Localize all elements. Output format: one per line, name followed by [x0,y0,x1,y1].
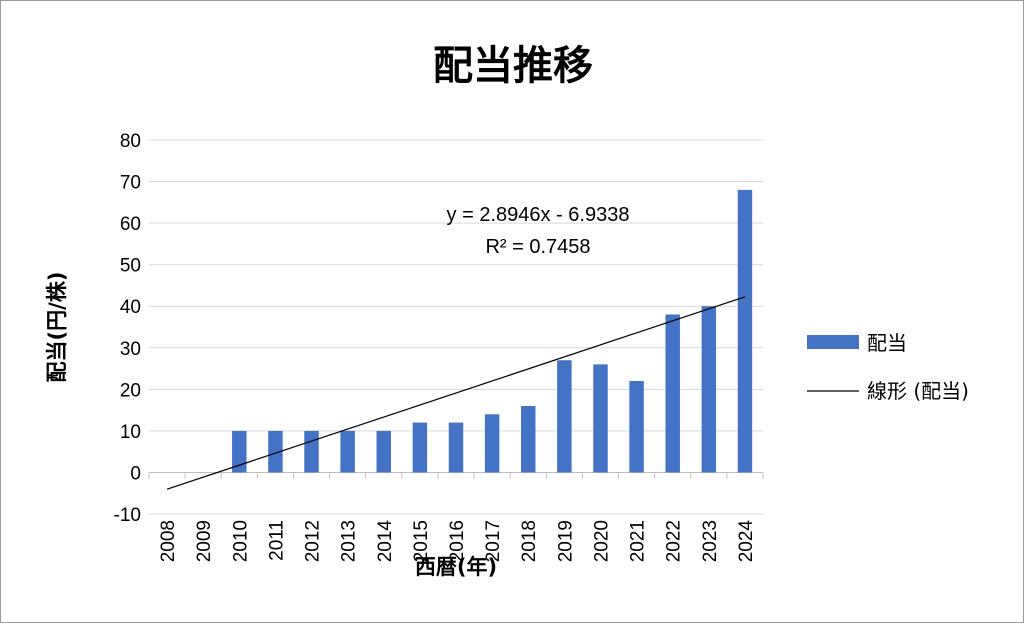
y-axis-title: 配当(円/株) [45,272,69,383]
y-tick-label: 40 [120,297,141,318]
legend-swatch-bar [807,335,859,349]
bar-2015 [412,422,428,473]
bar-2018 [521,405,536,473]
x-tick-label: 2009 [194,520,215,562]
x-tick-label: 2022 [664,520,685,562]
x-tick-label: 2020 [591,520,612,562]
bar-2010 [232,430,247,473]
y-axis-ticks: -10 0 10 20 30 40 50 60 70 80 [114,131,141,526]
bar-2013 [340,430,355,473]
x-tick-label: 2012 [303,520,324,562]
x-tick-label: 2021 [628,520,649,562]
bar-2016 [448,422,464,473]
x-tick-label: 2019 [555,520,576,562]
x-tick-label: 2016 [447,520,468,562]
y-tick-label: 30 [120,339,141,360]
y-tick-label: 60 [120,214,141,235]
y-tick-label: -10 [114,505,141,526]
gridlines [148,139,764,515]
bar-2020 [593,364,608,473]
trendline-equation: y = 2.8946x - 6.9338 [447,204,630,226]
y-tick-label: 0 [130,463,141,484]
trendline-r-squared: R² = 0.7458 [485,236,590,258]
x-tick-label: 2011 [266,520,287,561]
x-tick-label: 2017 [483,520,504,562]
legend-label-trendline: 線形 (配当) [867,379,969,403]
bar-2024 [737,189,753,473]
bar-2022 [665,314,680,473]
chart-title: 配当推移 [433,43,593,89]
y-tick-label: 10 [120,422,141,443]
bar-2021 [629,381,644,473]
x-axis-ticks: 2008 2009 2010 2011 2012 2013 2014 2015 2016 2017… [158,520,757,563]
bar-2012 [304,430,319,473]
bar-2023 [701,306,717,473]
x-axis-title: 西暦(年) [415,555,497,579]
x-tick-label: 2018 [519,520,540,562]
bar-2019 [557,360,572,473]
y-tick-label: 20 [120,380,141,401]
bars [232,189,753,473]
y-tick-label: 80 [120,131,141,152]
y-tick-label: 70 [120,173,141,194]
x-tick-label: 2015 [411,520,432,562]
trendline-group [166,296,746,490]
x-tick-label: 2013 [339,520,360,562]
bar-2011 [268,430,283,473]
x-tick-label: 2010 [230,520,251,562]
bar-2014 [376,430,391,473]
y-tick-label: 50 [120,256,141,277]
bar-2017 [484,414,500,473]
legend-label-bar: 配当 [867,331,907,355]
x-tick-label: 2008 [158,520,179,562]
legend: 配当 線形 (配当) [807,331,969,403]
x-tick-label: 2024 [736,520,757,563]
x-tick-label: 2023 [700,520,721,562]
x-tick-label: 2014 [375,520,396,563]
trendline [166,296,746,490]
